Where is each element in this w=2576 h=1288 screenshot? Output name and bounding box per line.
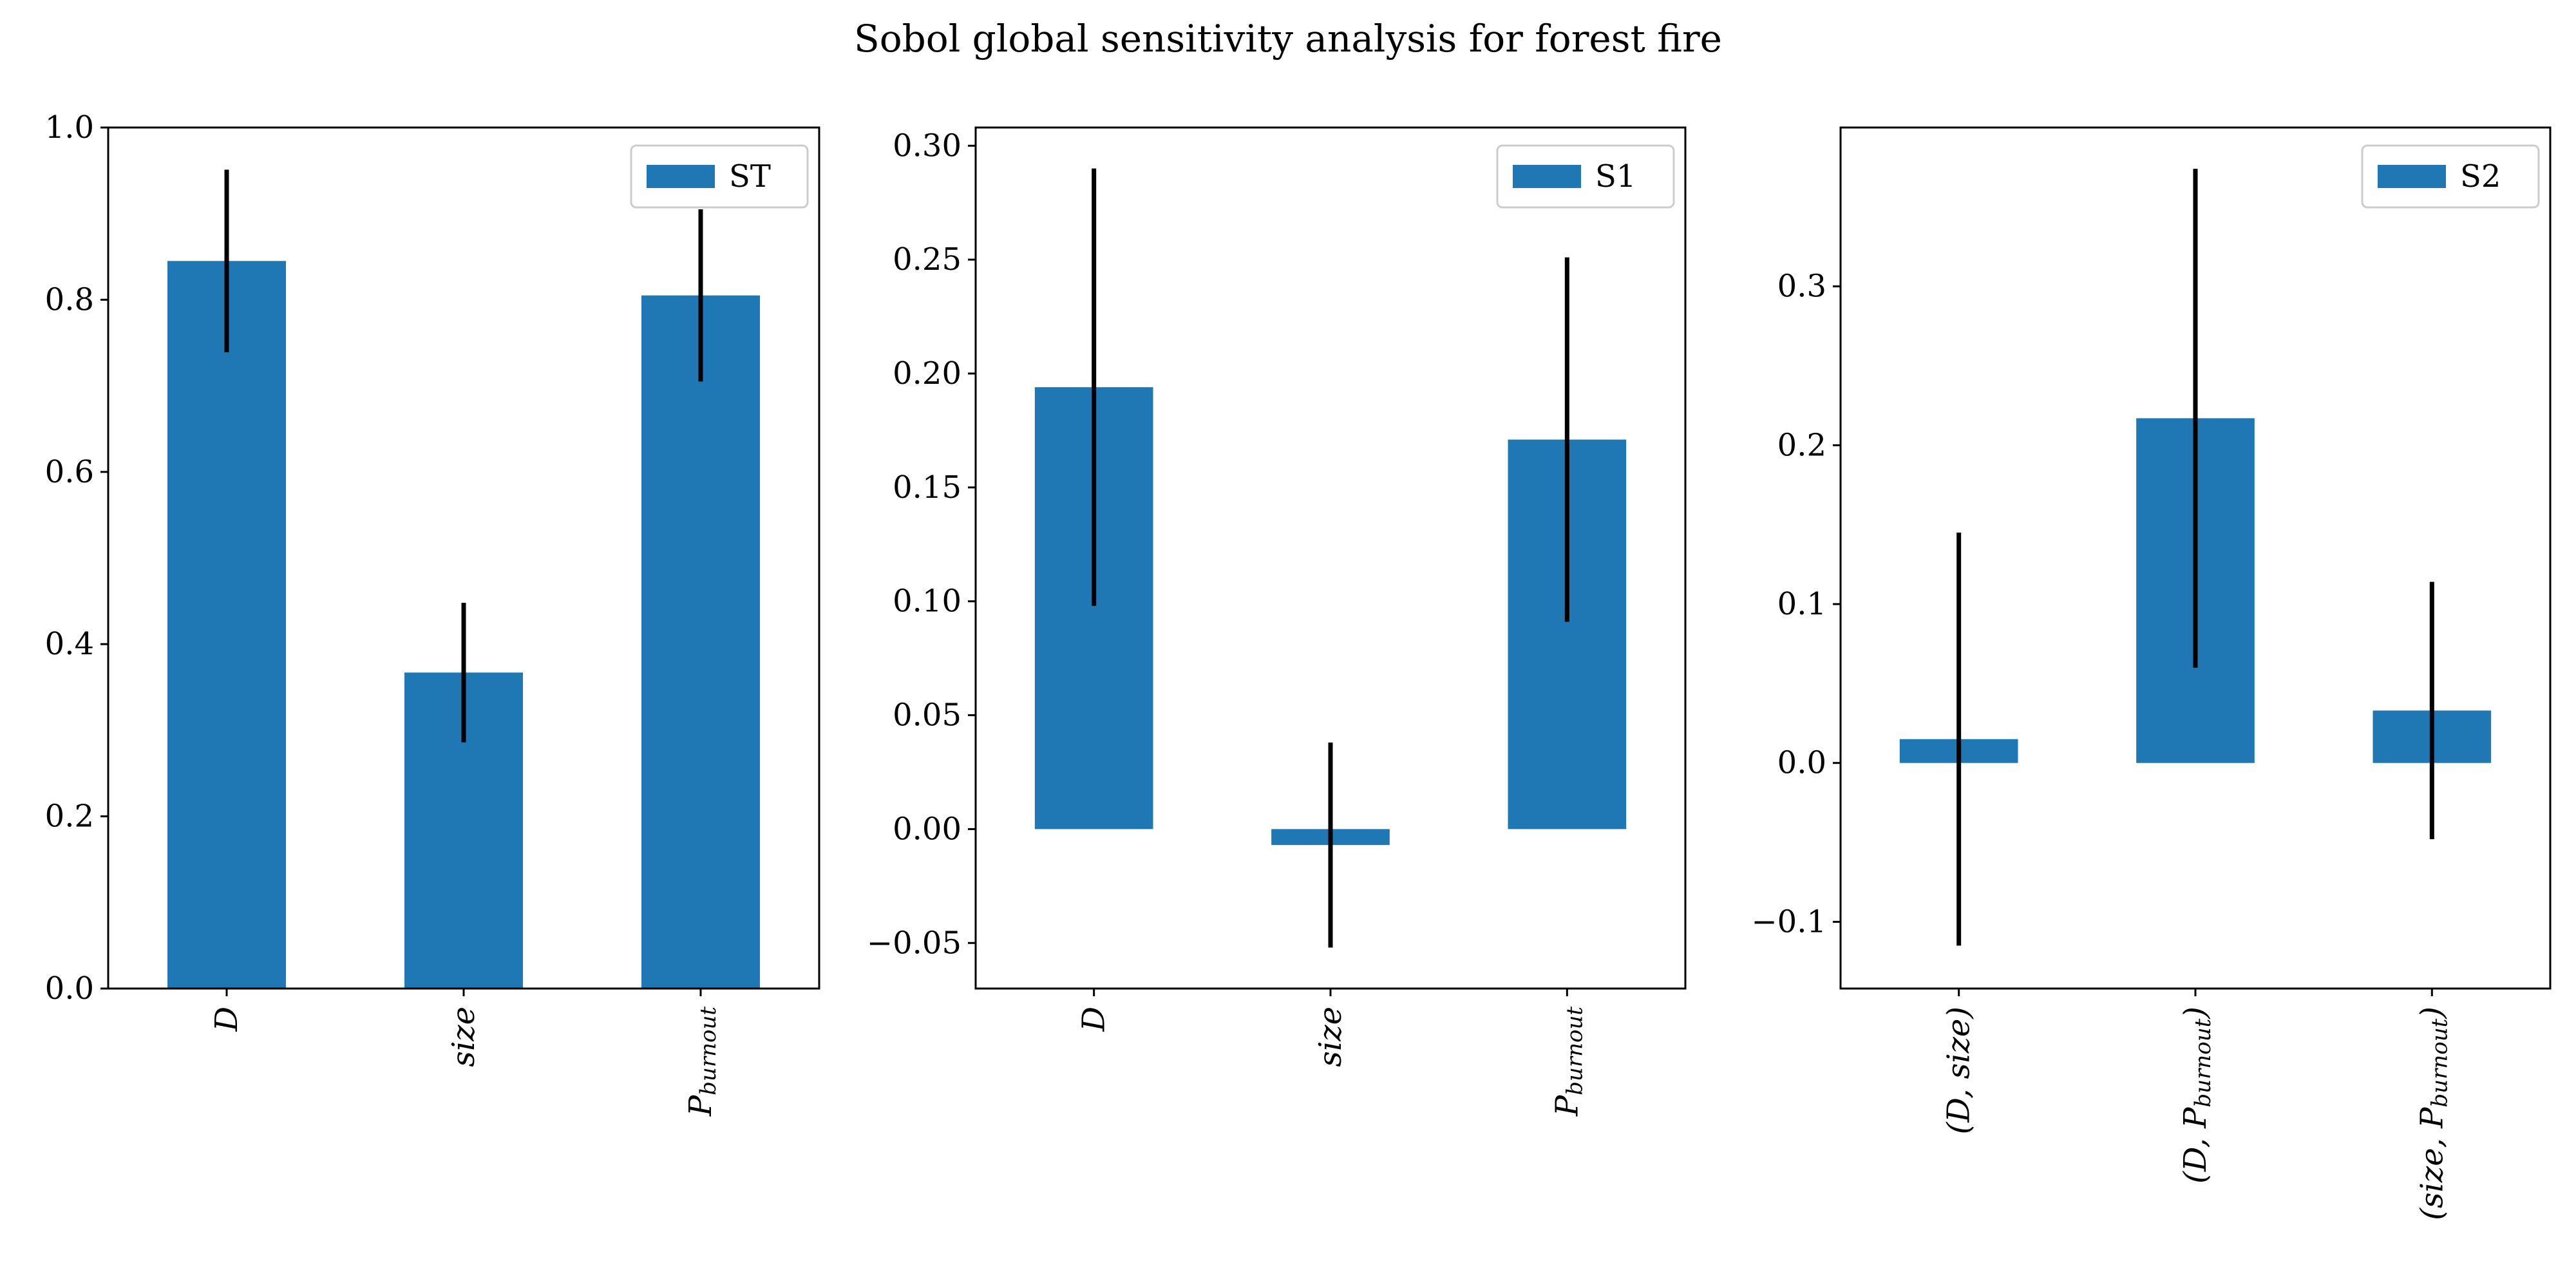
y-tick-label: 0.05: [893, 697, 961, 734]
figure-title: Sobol global sensitivity analysis for fo…: [854, 17, 1722, 61]
x-tick-label-2: (size, Pburnout): [2414, 1007, 2452, 1220]
chart-panel-s2: −0.1 0.0 0.1 0.2 0.3 (D, size) (D, Pburnout) (s…: [1751, 126, 2552, 1220]
x-tick-label-1: size: [1312, 1007, 1349, 1067]
y-tick-label: 0.10: [893, 583, 961, 620]
y-tick-label: 0.20: [893, 355, 961, 392]
x-tick-label-1: (D, Pburnout): [2177, 1007, 2216, 1184]
legend-swatch: [2378, 165, 2446, 188]
x-tick-label-1: size: [446, 1007, 482, 1067]
y-tick-label: −0.05: [867, 925, 961, 961]
x-tick-label-0: D: [1076, 1007, 1112, 1032]
legend-label: ST: [729, 158, 771, 194]
y-tick-label: 1.0: [45, 109, 94, 146]
y-tick-label: −0.1: [1751, 904, 1826, 940]
x-tick-label-2: Pburnout: [1549, 1007, 1587, 1117]
bar-st-2: [641, 295, 760, 989]
y-tick-label: 0.2: [1777, 427, 1826, 463]
legend-box: [630, 144, 809, 209]
y-tick-label: 0.2: [45, 799, 94, 835]
y-tick-label: 0.6: [45, 454, 94, 490]
legend-label: S1: [1595, 158, 1636, 194]
legend-s1: S1: [1496, 144, 1675, 209]
x-tick-label-0: (D, size): [1941, 1007, 1977, 1134]
y-tick-label: 0.1: [1777, 586, 1826, 622]
chart-panel-st: 0.0 0.2 0.4 0.6 0.8 1.0 D size Pburnout ST: [45, 109, 820, 1117]
legend-st: ST: [630, 144, 809, 209]
y-tick-label: 0.8: [45, 281, 94, 317]
y-tick-label: 0.15: [893, 469, 961, 506]
bar-st-0: [167, 261, 286, 989]
y-tick-label: 0.0: [45, 971, 94, 1007]
y-tick-label: 0.00: [893, 811, 961, 847]
legend-box: [2361, 144, 2540, 209]
y-tick-label: 0.25: [893, 242, 961, 278]
legend-swatch: [1513, 165, 1581, 188]
legend-box: [1496, 144, 1675, 209]
y-tick-label: 0.30: [893, 128, 961, 164]
chart-panels: 0.0 0.2 0.4 0.6 0.8 1.0 D size Pburnout ST −0.05 0.…: [45, 109, 2552, 1220]
y-tick-label: 0.3: [1777, 269, 1826, 305]
chart-panel-s1: −0.05 0.00 0.05 0.10 0.15 0.20 0.25 0.30 D size Pb…: [867, 126, 1687, 1117]
y-tick-label: 0.4: [45, 626, 94, 662]
y-tick-label: 0.0: [1777, 745, 1826, 781]
legend-label: S2: [2460, 158, 2501, 194]
x-tick-label-0: D: [209, 1007, 245, 1032]
x-tick-label-2: Pburnout: [683, 1007, 721, 1117]
legend-s2: S2: [2361, 144, 2540, 209]
legend-swatch: [647, 165, 715, 188]
